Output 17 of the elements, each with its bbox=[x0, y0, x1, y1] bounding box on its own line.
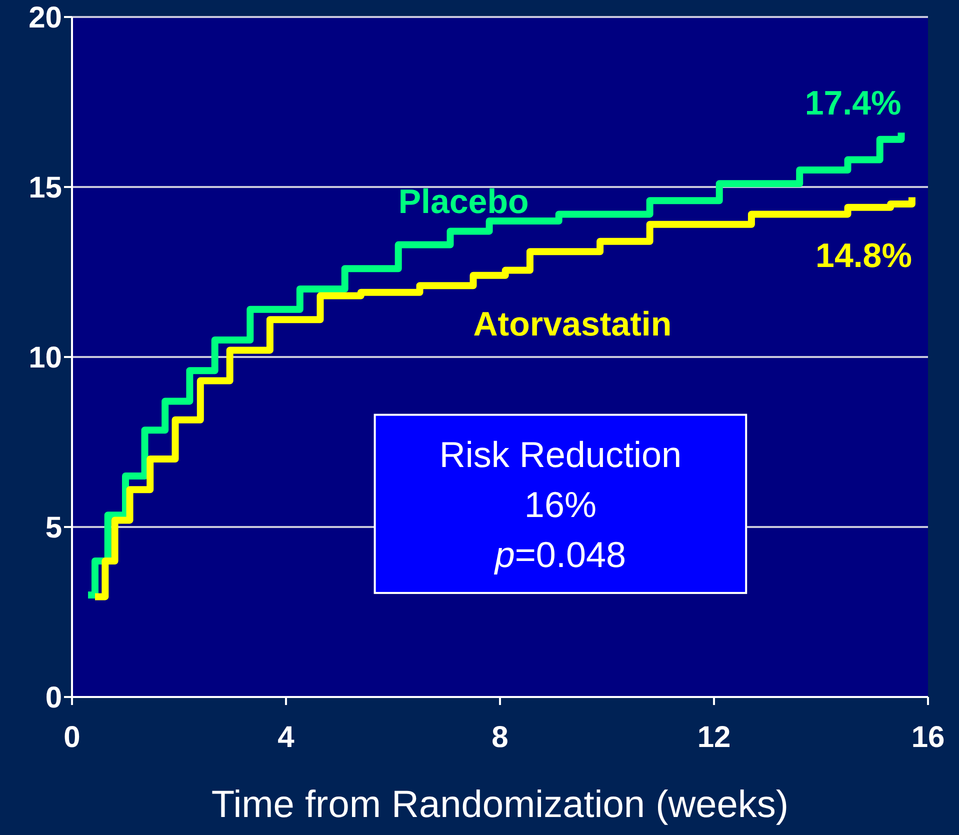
y-tick-label: 0 bbox=[45, 682, 62, 714]
annotation: p=0.048 bbox=[494, 534, 626, 575]
series-label: Atorvastatin bbox=[473, 305, 672, 344]
series-label: Placebo bbox=[398, 182, 529, 221]
y-tick-label: 20 bbox=[28, 2, 62, 34]
annotation: 14.8% bbox=[816, 237, 912, 276]
y-tick-label: 15 bbox=[28, 172, 62, 204]
x-axis-title: Time from Randomization (weeks) bbox=[211, 784, 789, 826]
x-tick-label: 16 bbox=[911, 721, 945, 754]
x-tick-label: 4 bbox=[278, 721, 295, 754]
y-tick-label: 5 bbox=[45, 512, 62, 544]
x-tick-label: 8 bbox=[492, 721, 508, 754]
annotation: 17.4% bbox=[804, 84, 902, 123]
annotation: 16% bbox=[524, 484, 596, 525]
annotation: Risk Reduction bbox=[439, 434, 682, 475]
x-tick-label: 12 bbox=[697, 721, 731, 754]
y-tick-label: 10 bbox=[28, 342, 62, 374]
